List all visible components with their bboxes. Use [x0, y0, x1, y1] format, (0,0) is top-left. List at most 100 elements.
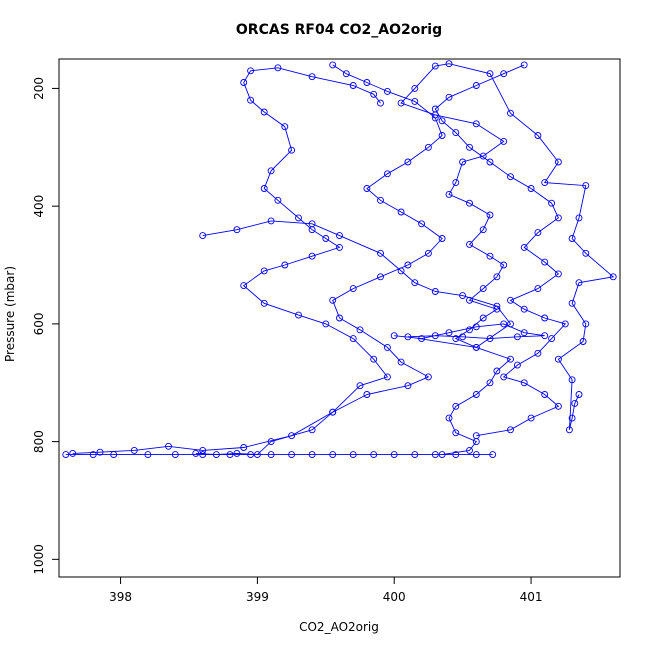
data-point [534, 132, 542, 139]
data-point [445, 190, 453, 198]
data-point [507, 173, 514, 181]
data-point [424, 143, 432, 151]
data-point [267, 451, 275, 459]
data-point [199, 232, 207, 240]
data-point [493, 302, 501, 310]
data-point [233, 449, 241, 457]
data-point [288, 146, 296, 154]
series-3 [69, 64, 391, 457]
data-point [192, 449, 200, 457]
data-point [308, 220, 316, 228]
data-point [472, 323, 480, 331]
data-point [329, 408, 337, 416]
data-point [260, 299, 268, 307]
data-point [288, 451, 296, 459]
data-point [554, 270, 562, 278]
data-point [274, 196, 282, 204]
data-point [568, 376, 576, 384]
data-point [240, 444, 248, 451]
data-point [520, 243, 528, 251]
data-point [411, 84, 419, 92]
x-tick-label: 400 [383, 590, 406, 604]
data-point [541, 258, 549, 266]
data-point [486, 252, 494, 260]
data-point [424, 373, 432, 381]
series-line [195, 64, 443, 456]
data-point [397, 208, 405, 216]
data-point [96, 448, 104, 456]
data-point [295, 214, 302, 222]
data-point [308, 252, 316, 260]
data-point [438, 117, 446, 125]
data-point [486, 211, 494, 219]
data-point [554, 214, 562, 222]
data-point [397, 99, 405, 107]
data-point [507, 320, 514, 328]
data-point [500, 70, 508, 78]
data-point [431, 451, 439, 459]
data-point [247, 96, 255, 104]
data-point [260, 185, 268, 192]
data-point [582, 182, 590, 190]
data-point [500, 373, 508, 381]
data-point [472, 120, 480, 128]
x-axis-label: CO2_AO2orig [299, 620, 379, 634]
data-point [322, 235, 330, 242]
data-point [520, 329, 528, 337]
y-axis-label: Pressure (mbar) [3, 266, 17, 362]
data-point [507, 355, 514, 363]
data-point [247, 67, 255, 75]
data-point [329, 296, 337, 304]
data-point [582, 249, 590, 257]
data-point [281, 261, 289, 269]
data-point [438, 132, 446, 139]
x-tick-label: 399 [246, 590, 269, 604]
data-point [370, 355, 378, 363]
data-point [452, 402, 460, 410]
data-point [486, 70, 494, 78]
data-point [579, 338, 587, 345]
data-point [507, 109, 514, 117]
data-point [370, 90, 378, 98]
data-point [356, 382, 364, 390]
data-point [575, 214, 583, 222]
data-point [548, 335, 556, 343]
data-point [418, 220, 426, 228]
data-point [397, 358, 405, 366]
series-4 [62, 451, 497, 459]
data-point [486, 335, 494, 343]
data-point [308, 451, 316, 459]
data-point [472, 432, 480, 440]
data-point [513, 333, 521, 341]
data-point [452, 179, 460, 187]
data-point [466, 446, 473, 454]
data-point [452, 335, 460, 343]
data-point [541, 332, 549, 340]
data-point [377, 249, 384, 257]
data-point [486, 379, 494, 387]
data-point [431, 62, 439, 70]
data-point [500, 261, 508, 269]
series-line [434, 64, 567, 437]
data-point [342, 70, 350, 78]
data-point [370, 451, 378, 459]
series-line [202, 220, 545, 348]
data-point [431, 288, 439, 295]
data-point [568, 299, 576, 307]
data-point [404, 158, 412, 166]
series-line [72, 67, 389, 454]
data-point [534, 349, 542, 357]
data-point [390, 451, 398, 459]
data-point [390, 332, 398, 340]
data-point [459, 292, 467, 300]
data-point [383, 343, 391, 351]
data-point [554, 355, 562, 363]
data-point [329, 61, 337, 69]
data-point [62, 451, 70, 459]
series-layer [62, 60, 617, 459]
data-point [445, 93, 453, 101]
data-point [383, 373, 391, 381]
data-point [144, 451, 152, 459]
data-point [582, 320, 590, 328]
